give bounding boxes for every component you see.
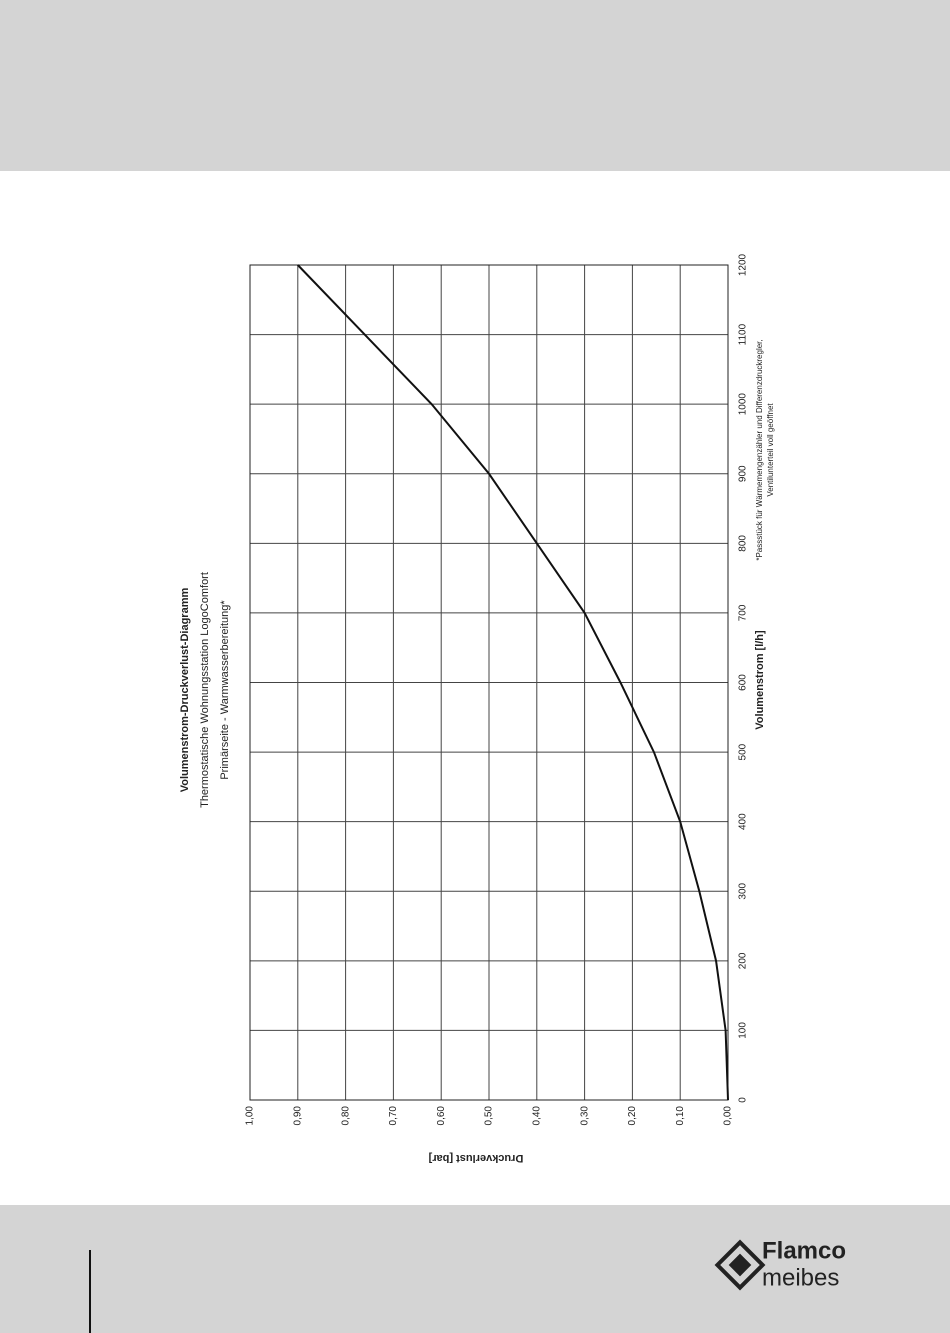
x-tick-label: 100 — [738, 1022, 749, 1039]
x-tick-label: 1100 — [738, 323, 749, 345]
footnote: *Passstück für Wärmemengenzähler und Dif… — [755, 339, 764, 560]
y-tick-label: 0,60 — [436, 1106, 447, 1126]
x-tick-label: 400 — [738, 813, 749, 830]
x-tick-label: 0 — [738, 1097, 749, 1103]
y-tick-label: 0,10 — [675, 1106, 686, 1126]
y-tick-label: 0,50 — [484, 1106, 495, 1126]
logo-text: meibes — [762, 1264, 839, 1291]
chart: 0 100 200 300 400 500 600 700 800 900 1000 1100 1200… — [179, 253, 775, 1125]
x-axis-title: Volumenstrom [l/h] — [754, 630, 766, 730]
x-tick-label: 700 — [738, 604, 749, 621]
y-axis-title: Druckverlust [bar] — [428, 1152, 523, 1164]
chart-title: Volumenstrom-Druckverlust-Diagramm — [179, 588, 191, 793]
x-tick-label: 800 — [738, 535, 749, 552]
chart-subtitle: Thermostatische Wohnungsstation LogoComf… — [199, 572, 211, 808]
y-tick-label: 1,00 — [245, 1106, 256, 1126]
y-tick-label: 0,30 — [579, 1106, 590, 1126]
y-tick-label: 0,70 — [388, 1106, 399, 1126]
x-tick-label: 500 — [738, 743, 749, 760]
y-tick-label: 0,40 — [531, 1106, 542, 1126]
header-band — [0, 0, 950, 171]
footer-band — [0, 1205, 950, 1333]
x-tick-label: 1200 — [738, 253, 749, 276]
logo-text: Flamco — [762, 1237, 846, 1264]
y-tick-label: 0,90 — [292, 1106, 303, 1126]
data-line — [297, 264, 729, 1101]
y-tick-label: 0,20 — [627, 1106, 638, 1126]
plot-frame — [249, 264, 729, 1101]
x-tick-label: 200 — [738, 952, 749, 969]
x-tick-label: 300 — [738, 882, 749, 899]
x-tick-label: 1000 — [738, 393, 749, 416]
y-tick-label: 0,80 — [340, 1106, 351, 1126]
x-tick-label: 600 — [738, 674, 749, 691]
x-tick-label: 900 — [738, 465, 749, 482]
y-tick-label: 0,00 — [723, 1106, 734, 1126]
footnote: Ventilunterteil voll geöffnet — [766, 403, 775, 497]
chart-subtitle: Primärseite - Warmwasserbereitung* — [219, 600, 231, 780]
